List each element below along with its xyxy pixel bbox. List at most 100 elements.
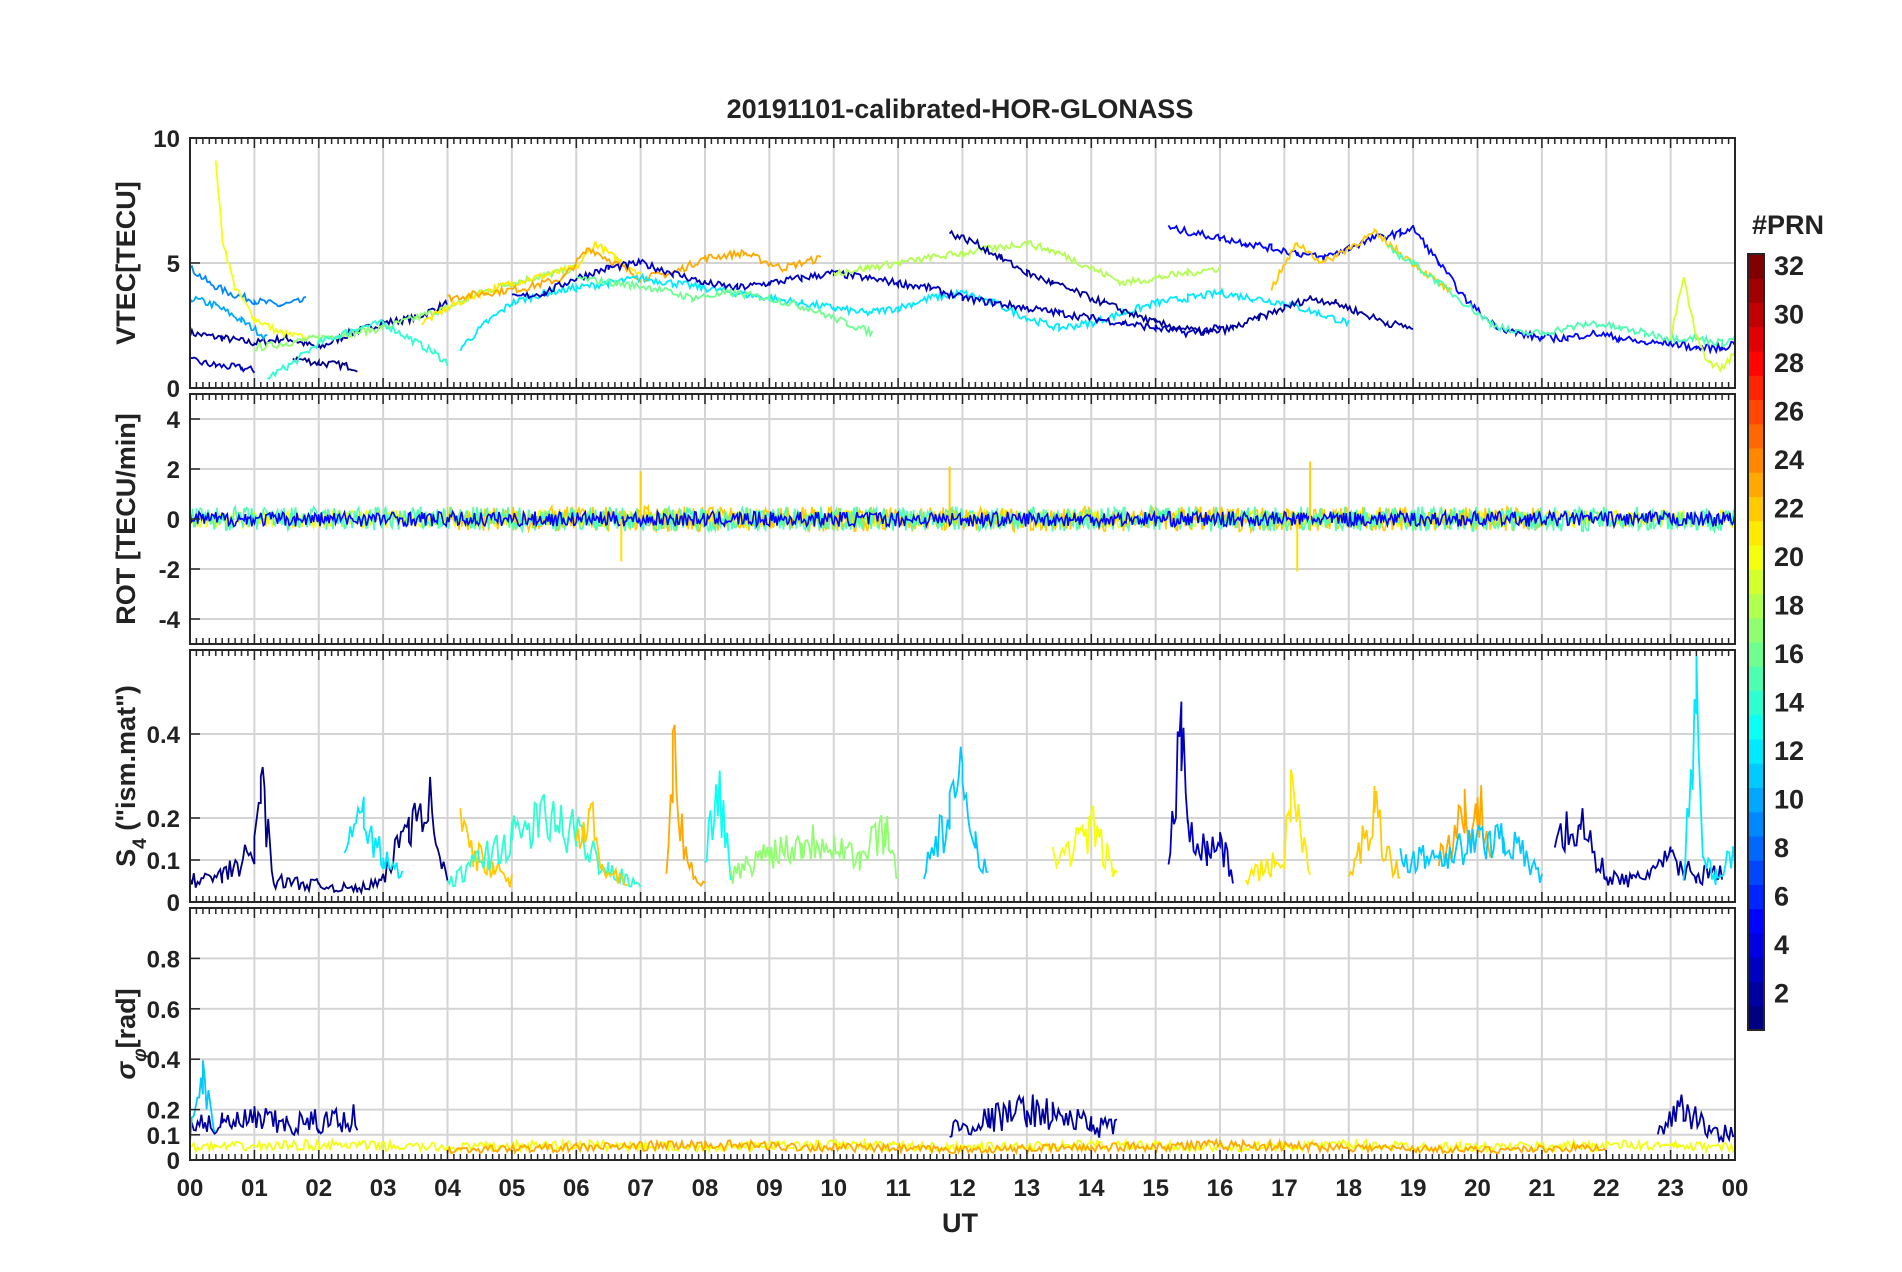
- series-line-prn-2: [949, 1093, 1118, 1138]
- colorbar-segment: [1748, 908, 1764, 934]
- series-line-prn-14: [446, 793, 642, 888]
- colorbar-tick-label: 22: [1774, 494, 1804, 524]
- x-tick-label: 06: [563, 1175, 590, 1202]
- series-line-prn-17: [729, 814, 899, 884]
- colorbar-segment: [1748, 472, 1764, 497]
- y-tick-label: 0.4: [147, 1047, 181, 1074]
- x-axis-label: UT: [942, 1208, 978, 1238]
- colorbar-segment: [1748, 642, 1764, 667]
- x-tick-label: 05: [499, 1175, 526, 1202]
- colorbar-segment: [1748, 714, 1764, 740]
- series-line-prn-3: [1167, 701, 1234, 884]
- y-tick-label: 0.2: [147, 1098, 180, 1125]
- chart-title: 20191101-calibrated-HOR-GLONASS: [727, 94, 1194, 124]
- y-tick-label: 0: [167, 376, 180, 403]
- series-line-prn-11: [1399, 823, 1543, 883]
- colorbar-segment: [1748, 957, 1764, 982]
- colorbar-segment: [1748, 1005, 1764, 1031]
- series-line-prn-2: [190, 1104, 359, 1137]
- x-tick-label: 02: [305, 1175, 332, 1202]
- y-tick-label: 0: [167, 1148, 180, 1175]
- colorbar-tick-label: 16: [1774, 639, 1804, 669]
- x-tick-label: 09: [756, 1175, 783, 1202]
- colorbar-segment: [1748, 981, 1764, 1007]
- series-group: [190, 160, 1735, 381]
- series-line-prn-20: [190, 1136, 1735, 1155]
- x-tick-label: 07: [627, 1175, 654, 1202]
- colorbar-segment: [1748, 448, 1764, 473]
- colorbar-tick-label: 2: [1774, 979, 1789, 1009]
- x-tick-label: 19: [1400, 1175, 1427, 1202]
- y-axis-label: σφ[rad]: [111, 988, 151, 1079]
- x-ticks: [189, 138, 1736, 388]
- y-axis-label: ROT [TECU/min]: [111, 413, 141, 624]
- series-line-prn-3: [190, 356, 256, 374]
- colorbar-tick-label: 18: [1774, 591, 1804, 621]
- series-line-prn-10: [190, 295, 268, 341]
- colorbar-segment: [1748, 496, 1764, 522]
- colorbar-tick-label: 8: [1774, 833, 1789, 863]
- colorbar-tick-label: 20: [1774, 542, 1804, 572]
- colorbar-segment: [1748, 884, 1764, 910]
- colorbar-segment: [1748, 375, 1764, 400]
- colorbar-tick-label: 4: [1774, 930, 1789, 960]
- colorbar-frame: [1747, 253, 1765, 1031]
- y-tick-label: 2: [167, 457, 180, 484]
- series-line-prn-19: [1669, 276, 1735, 373]
- colorbar-tick-label: 12: [1774, 736, 1804, 766]
- colorbar-tick-label: 10: [1774, 785, 1804, 815]
- x-tick-label: 13: [1014, 1175, 1041, 1202]
- y-tick-label: 0: [167, 507, 180, 534]
- y-tick-label: -2: [159, 557, 180, 584]
- series-line-prn-22: [459, 808, 513, 888]
- x-tick-label: 08: [692, 1175, 719, 1202]
- series-line-prn-5: [190, 508, 1735, 530]
- series-line-prn-21: [421, 240, 642, 326]
- y-tick-label: 0.1: [147, 1123, 180, 1150]
- series-line-prn-3: [511, 257, 1221, 339]
- series-line-prn-23: [665, 724, 706, 888]
- x-tick-label: 11: [885, 1175, 910, 1202]
- x-tick-label: 03: [370, 1175, 397, 1202]
- colorbar-title: #PRN: [1752, 210, 1824, 240]
- series-group: [190, 655, 1735, 896]
- y-tick-label: 0.4: [147, 722, 181, 749]
- colorbar-tick-label: 32: [1774, 251, 1804, 281]
- colorbar-segment: [1748, 326, 1764, 352]
- y-tick-label: -4: [159, 607, 181, 634]
- colorbar-segment: [1748, 763, 1764, 788]
- x-tick-label: 12: [949, 1175, 976, 1202]
- x-tick-label: 23: [1657, 1175, 1684, 1202]
- colorbar-tick-label: 28: [1774, 348, 1804, 378]
- colorbar-segment: [1748, 617, 1764, 643]
- colorbar-tick-label: 30: [1774, 300, 1804, 330]
- x-ticks: [189, 650, 1736, 902]
- colorbar-segment: [1748, 254, 1764, 279]
- series-line-prn-11: [190, 1060, 217, 1143]
- x-tick-label: 21: [1529, 1175, 1556, 1202]
- series-line-prn-11: [923, 746, 989, 880]
- y-tick-label: 0.6: [147, 997, 180, 1024]
- panel-vtec: 0 5 10 VTEC[TECU]: [111, 126, 1736, 403]
- series-group: [190, 461, 1735, 572]
- x-ticks: [189, 394, 1736, 644]
- colorbar-segment: [1748, 860, 1764, 885]
- x-tick-label: 04: [434, 1175, 461, 1202]
- colorbar-segment: [1748, 593, 1764, 619]
- x-tick-label: 17: [1271, 1175, 1298, 1202]
- panel-s4: 0 0.1 0.2 0.4S4 ("ism.mat"): [111, 649, 1736, 917]
- series-line-prn-20: [1051, 805, 1118, 878]
- y-axis-label: S4 ("ism.mat"): [111, 685, 151, 867]
- series-line-prn-2: [190, 299, 449, 350]
- colorbar-segment: [1748, 787, 1764, 813]
- colorbar-segment: [1748, 690, 1764, 716]
- y-axis-label: VTEC[TECU]: [111, 181, 141, 345]
- series-line-prn-23: [447, 247, 822, 304]
- x-tick-label: 20: [1464, 1175, 1491, 1202]
- x-tick-label: 00: [1722, 1175, 1749, 1202]
- y-tick-label: 0.2: [147, 806, 180, 833]
- series-line-prn-23: [1438, 785, 1492, 866]
- y-tick-label: 10: [153, 126, 180, 153]
